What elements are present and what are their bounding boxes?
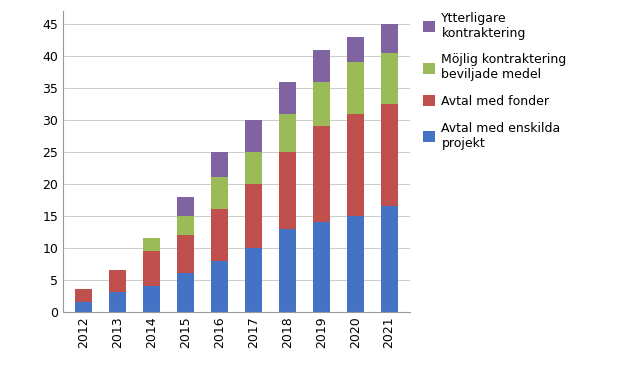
Bar	[278, 114, 295, 152]
Bar	[381, 53, 398, 104]
Bar	[312, 50, 329, 82]
Bar	[278, 82, 295, 114]
Bar	[278, 228, 295, 312]
Bar	[177, 273, 194, 312]
Bar	[143, 286, 160, 312]
Bar	[143, 251, 160, 286]
Bar	[109, 270, 126, 293]
Bar	[75, 289, 92, 302]
Bar	[244, 152, 261, 184]
Bar	[312, 127, 329, 222]
Bar	[346, 37, 364, 62]
Bar	[109, 293, 126, 312]
Bar	[177, 196, 194, 216]
Bar	[211, 209, 228, 261]
Bar	[381, 104, 398, 206]
Bar	[244, 184, 261, 248]
Bar	[381, 206, 398, 312]
Bar	[312, 82, 329, 127]
Bar	[278, 152, 295, 228]
Bar	[211, 261, 228, 312]
Bar	[75, 302, 92, 312]
Bar	[143, 238, 160, 251]
Bar	[346, 62, 364, 114]
Bar	[244, 248, 261, 312]
Bar	[312, 222, 329, 312]
Bar	[244, 120, 261, 152]
Bar	[346, 216, 364, 312]
Bar	[211, 177, 228, 209]
Bar	[346, 114, 364, 216]
Legend: Ytterligare
kontraktering, Möjlig kontraktering
beviljade medel, Avtal med fonde: Ytterligare kontraktering, Möjlig kontra…	[423, 12, 566, 150]
Bar	[177, 216, 194, 235]
Bar	[381, 24, 398, 53]
Bar	[211, 152, 228, 177]
Bar	[177, 235, 194, 273]
